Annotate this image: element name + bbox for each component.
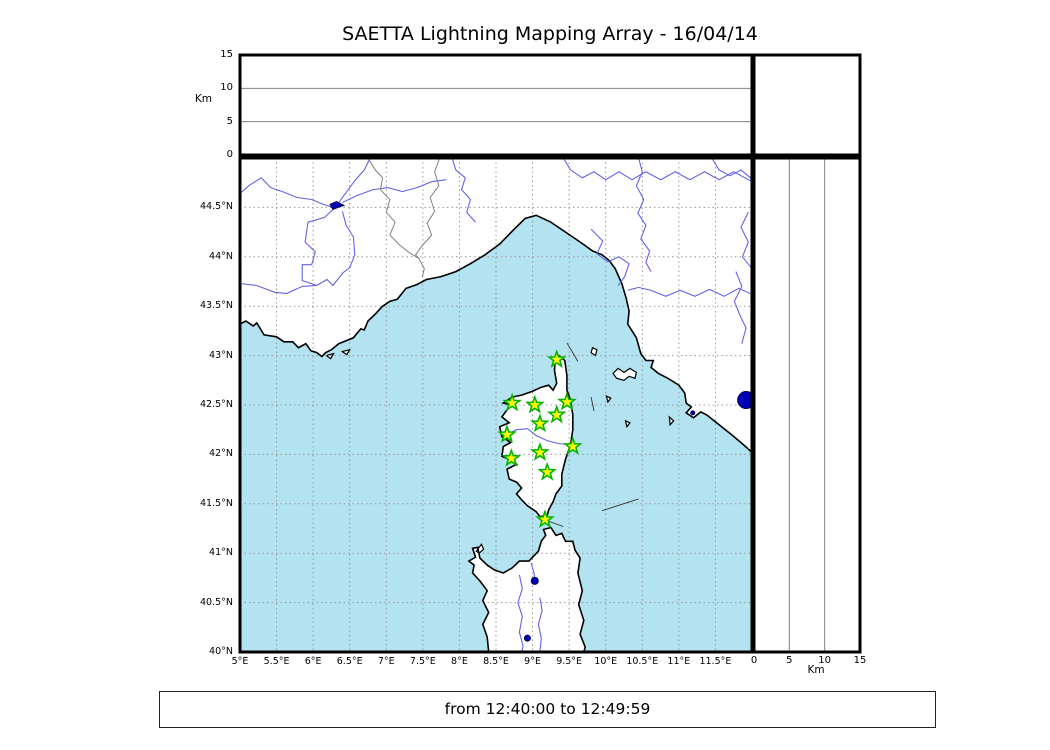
land-island — [340, 348, 351, 356]
station-marker — [501, 448, 522, 467]
river — [240, 177, 334, 208]
station-marker — [557, 391, 577, 411]
top-panel-frame — [238, 53, 754, 157]
lake — [523, 634, 531, 642]
map-frame — [238, 156, 754, 654]
sea-line — [566, 342, 579, 362]
station-marker — [530, 413, 550, 433]
map-content — [240, 158, 752, 652]
sea-line — [601, 498, 639, 512]
station-marker — [546, 349, 567, 368]
station-marker — [535, 509, 555, 529]
lake — [690, 410, 696, 416]
station-marker — [497, 424, 517, 444]
land-island — [668, 415, 675, 427]
coastline-mainland — [240, 214, 752, 453]
river — [635, 158, 652, 272]
station-marker — [537, 461, 558, 481]
sea-line — [590, 397, 595, 411]
lake — [329, 200, 346, 211]
river — [627, 286, 752, 297]
river — [451, 158, 476, 223]
station-marker — [525, 394, 545, 414]
coastline-sardinia — [467, 526, 587, 652]
river — [562, 158, 752, 183]
lake — [737, 391, 752, 410]
land-island — [324, 352, 335, 360]
land-island — [624, 419, 631, 429]
river — [336, 158, 371, 206]
river — [537, 597, 543, 652]
station-marker — [530, 442, 550, 461]
station-marker — [562, 436, 583, 455]
river — [240, 282, 317, 294]
altitude-lon-panel — [238, 53, 754, 157]
river — [517, 574, 524, 652]
river — [733, 271, 747, 344]
time-window-box: from 12:40:00 to 12:49:59 — [159, 691, 936, 728]
river — [342, 179, 447, 203]
land-mainland — [240, 158, 752, 453]
station-marker — [502, 392, 522, 412]
right-panel-frame — [752, 156, 862, 654]
river — [740, 212, 752, 270]
land-island — [612, 367, 638, 381]
land-island — [605, 395, 612, 404]
lake — [530, 576, 539, 585]
river — [590, 228, 630, 286]
admin-border — [414, 158, 441, 260]
altitude-lat-panel — [752, 156, 862, 654]
corner-panel — [752, 53, 862, 157]
time-window-text: from 12:40:00 to 12:49:59 — [444, 700, 651, 718]
land-sardinia — [468, 527, 586, 652]
corner-panel-frame — [752, 53, 862, 157]
station-marker — [546, 404, 567, 424]
